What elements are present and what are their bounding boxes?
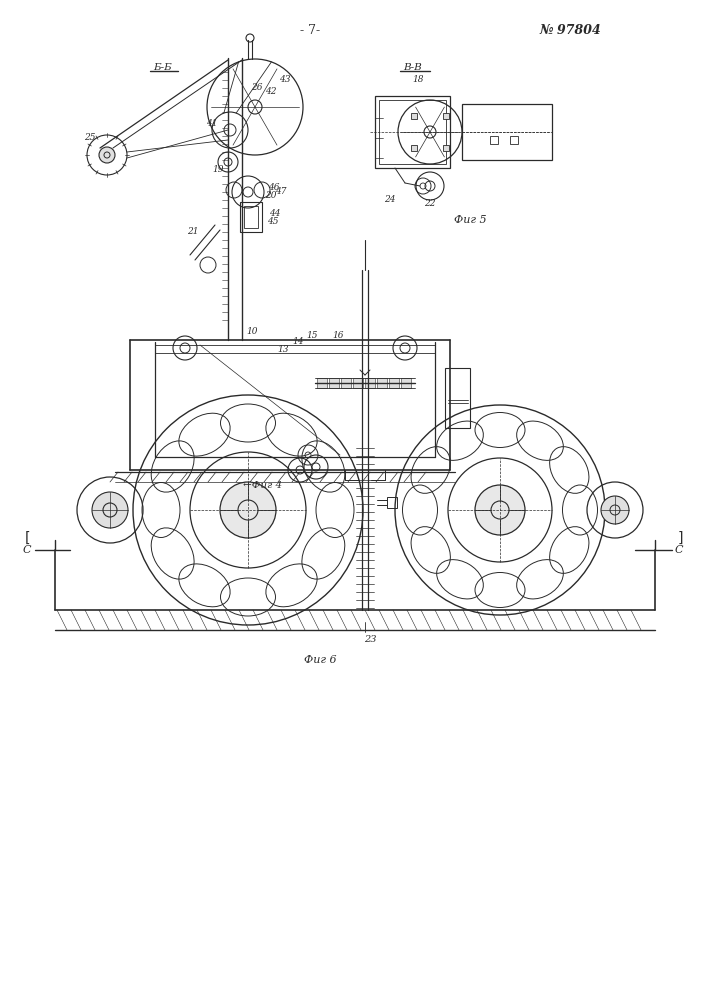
Text: 19: 19 <box>212 165 223 174</box>
Bar <box>329 378 339 388</box>
Bar <box>443 113 448 119</box>
Bar <box>341 378 351 388</box>
Text: 14: 14 <box>292 338 304 347</box>
Text: - 7-: - 7- <box>300 23 320 36</box>
Text: 16: 16 <box>332 330 344 340</box>
Text: 23: 23 <box>363 636 376 645</box>
Text: 42: 42 <box>265 87 276 96</box>
Text: 47: 47 <box>275 188 287 196</box>
Text: C: C <box>23 545 31 555</box>
Circle shape <box>92 492 128 528</box>
Text: 13: 13 <box>277 346 288 355</box>
Bar <box>510 136 518 144</box>
Bar <box>365 378 375 388</box>
Bar <box>411 113 417 119</box>
Text: В-В: В-В <box>404 62 422 72</box>
Text: ]: ] <box>677 531 683 545</box>
Bar <box>490 136 498 144</box>
Text: 15: 15 <box>306 330 317 340</box>
Text: 22: 22 <box>424 198 436 208</box>
Bar <box>445 368 470 428</box>
Text: № 97804: № 97804 <box>539 23 601 36</box>
Bar <box>240 202 262 232</box>
Text: 41: 41 <box>206 119 218 128</box>
Circle shape <box>475 485 525 535</box>
Text: 26: 26 <box>251 84 263 93</box>
Text: 45: 45 <box>267 218 279 227</box>
Text: 46: 46 <box>268 182 280 192</box>
Bar <box>375 96 450 168</box>
Text: ←Фиг 4: ←Фиг 4 <box>243 481 283 489</box>
Circle shape <box>601 496 629 524</box>
Text: Фиг 5: Фиг 5 <box>454 215 486 225</box>
Bar <box>411 145 417 151</box>
Text: 25: 25 <box>84 132 95 141</box>
Text: 10: 10 <box>246 328 258 336</box>
Text: 21: 21 <box>187 227 199 235</box>
Text: 43: 43 <box>279 76 291 85</box>
Bar <box>317 378 327 388</box>
Bar <box>244 206 258 228</box>
Bar <box>353 378 363 388</box>
Bar <box>379 100 446 164</box>
Text: 20: 20 <box>265 190 276 200</box>
Bar <box>387 497 397 508</box>
Bar <box>377 378 387 388</box>
Text: [: [ <box>24 531 30 545</box>
Text: Фиг 6: Фиг 6 <box>304 655 337 665</box>
Bar <box>462 104 552 160</box>
Bar <box>401 378 411 388</box>
Circle shape <box>220 482 276 538</box>
Text: Б-Б: Б-Б <box>153 62 173 72</box>
Text: 24: 24 <box>384 196 396 205</box>
Bar <box>443 145 448 151</box>
Text: C: C <box>674 545 683 555</box>
Text: 44: 44 <box>269 210 281 219</box>
Circle shape <box>99 147 115 163</box>
Text: 18: 18 <box>412 76 423 85</box>
Bar <box>389 378 399 388</box>
